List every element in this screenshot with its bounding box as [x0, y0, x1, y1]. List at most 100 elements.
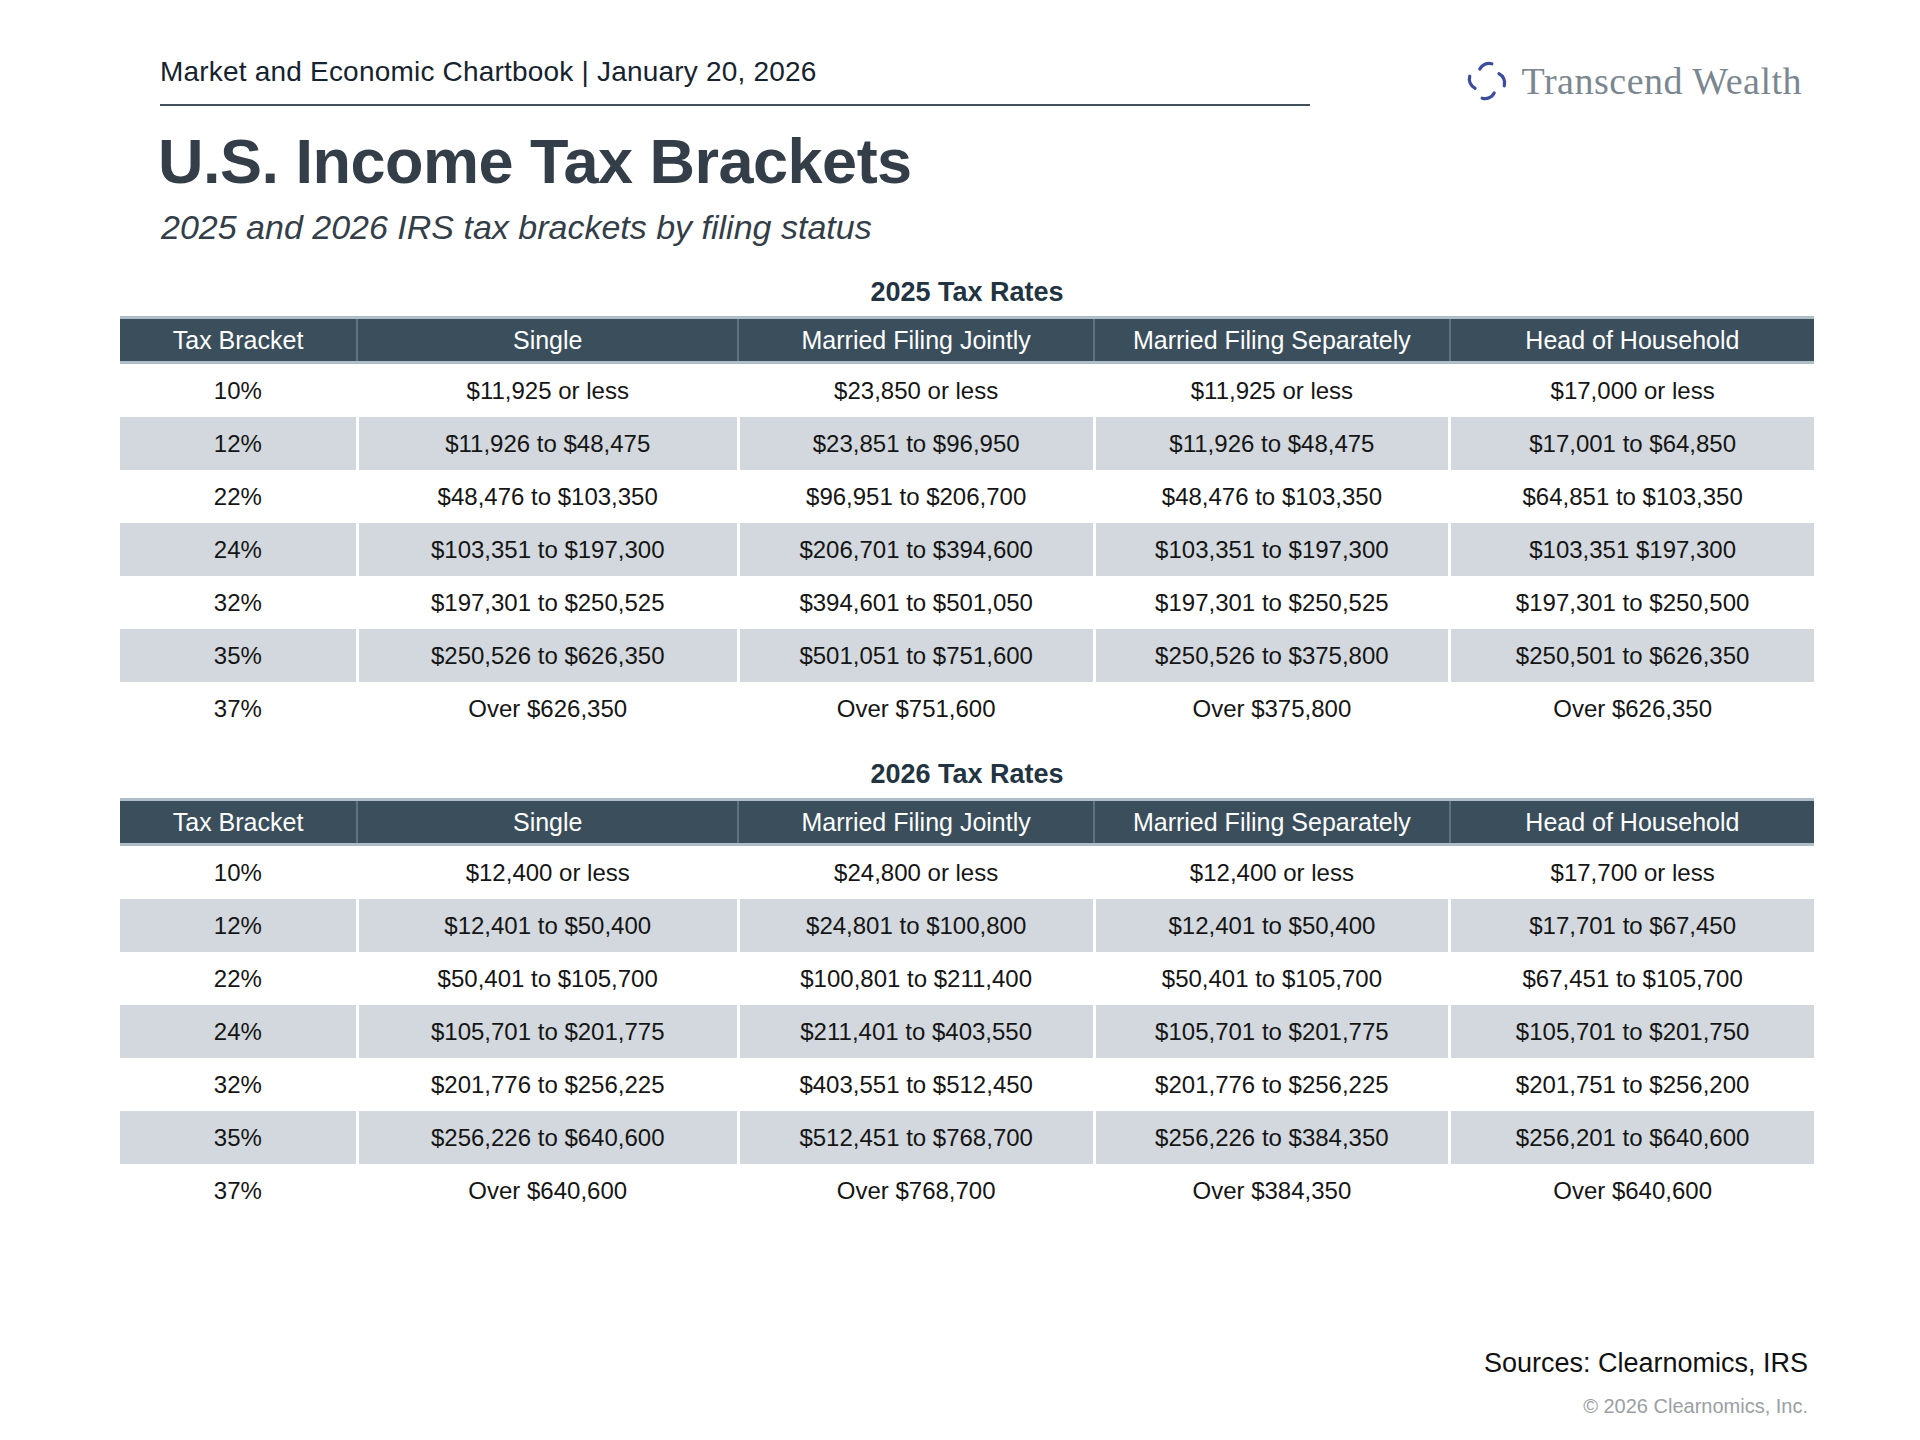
income-range-cell: $103,351 to $197,300 — [357, 523, 738, 576]
income-range-cell: $24,800 or less — [738, 845, 1094, 900]
tax-bracket-cell: 35% — [120, 629, 357, 682]
income-range-cell: $256,201 to $640,600 — [1450, 1111, 1814, 1164]
column-header: Head of Household — [1450, 800, 1814, 845]
column-header: Single — [357, 318, 738, 363]
income-range-cell: Over $375,800 — [1094, 682, 1450, 735]
income-range-cell: $197,301 to $250,500 — [1450, 576, 1814, 629]
income-range-cell: $256,226 to $384,350 — [1094, 1111, 1450, 1164]
income-range-cell: Over $640,600 — [357, 1164, 738, 1217]
table-row: 35%$250,526 to $626,350$501,051 to $751,… — [120, 629, 1814, 682]
column-header: Married Filing Separately — [1094, 800, 1450, 845]
table-row: 35%$256,226 to $640,600$512,451 to $768,… — [120, 1111, 1814, 1164]
tax-bracket-cell: 10% — [120, 845, 357, 900]
tax-bracket-cell: 24% — [120, 1005, 357, 1058]
tax-bracket-cell: 32% — [120, 1058, 357, 1111]
tax-bracket-cell: 22% — [120, 470, 357, 523]
income-range-cell: $11,925 or less — [1094, 363, 1450, 418]
income-range-cell: $17,701 to $67,450 — [1450, 899, 1814, 952]
income-range-cell: Over $768,700 — [738, 1164, 1094, 1217]
income-range-cell: $100,801 to $211,400 — [738, 952, 1094, 1005]
column-header: Married Filing Separately — [1094, 318, 1450, 363]
header-row: Tax BracketSingleMarried Filing JointlyM… — [120, 318, 1814, 363]
table-row: 24% $105,701 to $201,775$211,401 to $403,… — [120, 1005, 1814, 1058]
income-range-cell: $201,776 to $256,225 — [1094, 1058, 1450, 1111]
page-subtitle: 2025 and 2026 IRS tax brackets by filing… — [161, 208, 1920, 247]
tax-rate-table: Tax BracketSingleMarried Filing JointlyM… — [120, 316, 1814, 735]
income-range-cell: $201,751 to $256,200 — [1450, 1058, 1814, 1111]
tax-table-2025-tax-rates: 2025 Tax RatesTax BracketSingleMarried F… — [120, 277, 1814, 735]
income-range-cell: $211,401 to $403,550 — [738, 1005, 1094, 1058]
income-range-cell: $105,701 to $201,750 — [1450, 1005, 1814, 1058]
income-range-cell: $250,526 to $626,350 — [357, 629, 738, 682]
income-range-cell: $403,551 to $512,450 — [738, 1058, 1094, 1111]
top-header: Market and Economic Chartbook | January … — [0, 0, 1920, 106]
tax-bracket-cell: 37% — [120, 1164, 357, 1217]
income-range-cell: $256,226 to $640,600 — [357, 1111, 738, 1164]
income-range-cell: $394,601 to $501,050 — [738, 576, 1094, 629]
income-range-cell: $12,400 or less — [357, 845, 738, 900]
income-range-cell: $64,851 to $103,350 — [1450, 470, 1814, 523]
tax-tables: 2025 Tax RatesTax BracketSingleMarried F… — [120, 277, 1814, 1217]
income-range-cell: $206,701 to $394,600 — [738, 523, 1094, 576]
income-range-cell: $24,801 to $100,800 — [738, 899, 1094, 952]
table-row: 12%$11,926 to $48,475$23,851 to $96,950$… — [120, 417, 1814, 470]
income-range-cell: $12,401 to $50,400 — [357, 899, 738, 952]
table-row: 10%$12,400 or less$24,800 or less$12,400… — [120, 845, 1814, 900]
income-range-cell: $12,400 or less — [1094, 845, 1450, 900]
income-range-cell: $17,700 or less — [1450, 845, 1814, 900]
income-range-cell: $512,451 to $768,700 — [738, 1111, 1094, 1164]
copyright-line: © 2026 Clearnomics, Inc. — [1484, 1395, 1808, 1418]
income-range-cell: $48,476 to $103,350 — [357, 470, 738, 523]
column-header: Single — [357, 800, 738, 845]
chartbook-title: Market and Economic Chartbook | January … — [160, 56, 1310, 106]
income-range-cell: Over $626,350 — [1450, 682, 1814, 735]
income-range-cell: $11,925 or less — [357, 363, 738, 418]
income-range-cell: $11,926 to $48,475 — [1094, 417, 1450, 470]
table-row: 37%Over $640,600Over $768,700Over $384,3… — [120, 1164, 1814, 1217]
table-row: 24%$103,351 to $197,300$206,701 to $394,… — [120, 523, 1814, 576]
income-range-cell: $501,051 to $751,600 — [738, 629, 1094, 682]
income-range-cell: $201,776 to $256,225 — [357, 1058, 738, 1111]
income-range-cell: $23,850 or less — [738, 363, 1094, 418]
column-header: Married Filing Jointly — [738, 800, 1094, 845]
tax-table-2026-tax-rates: 2026 Tax RatesTax BracketSingleMarried F… — [120, 759, 1814, 1217]
income-range-cell: Over $751,600 — [738, 682, 1094, 735]
sources-line: Sources: Clearnomics, IRS — [1484, 1348, 1808, 1379]
income-range-cell: Over $626,350 — [357, 682, 738, 735]
column-header: Married Filing Jointly — [738, 318, 1094, 363]
column-header: Tax Bracket — [120, 800, 357, 845]
income-range-cell: $50,401 to $105,700 — [357, 952, 738, 1005]
income-range-cell: $197,301 to $250,525 — [357, 576, 738, 629]
table-row: 32%$201,776 to $256,225$403,551 to $512,… — [120, 1058, 1814, 1111]
footer: Sources: Clearnomics, IRS © 2026 Clearno… — [1484, 1348, 1808, 1418]
brand-logo: Transcend Wealth — [1464, 58, 1802, 104]
table-title: 2025 Tax Rates — [120, 277, 1814, 308]
income-range-cell: $17,000 or less — [1450, 363, 1814, 418]
income-range-cell: $17,001 to $64,850 — [1450, 417, 1814, 470]
tax-bracket-cell: 37% — [120, 682, 357, 735]
income-range-cell: $48,476 to $103,350 — [1094, 470, 1450, 523]
income-range-cell: $103,351 to $197,300 — [1094, 523, 1450, 576]
tax-rate-table: Tax BracketSingleMarried Filing JointlyM… — [120, 798, 1814, 1217]
income-range-cell: $250,526 to $375,800 — [1094, 629, 1450, 682]
income-range-cell: $12,401 to $50,400 — [1094, 899, 1450, 952]
column-header: Tax Bracket — [120, 318, 357, 363]
tax-bracket-cell: 35% — [120, 1111, 357, 1164]
tax-bracket-cell: 32% — [120, 576, 357, 629]
income-range-cell: $67,451 to $105,700 — [1450, 952, 1814, 1005]
table-title: 2026 Tax Rates — [120, 759, 1814, 790]
income-range-cell: $105,701 to $201,775 — [1094, 1005, 1450, 1058]
income-range-cell: Over $384,350 — [1094, 1164, 1450, 1217]
income-range-cell: $250,501 to $626,350 — [1450, 629, 1814, 682]
brand-name: Transcend Wealth — [1522, 59, 1802, 103]
table-row: 12%$12,401 to $50,400$24,801 to $100,800… — [120, 899, 1814, 952]
table-row: 22%$48,476 to $103,350$96,951 to $206,70… — [120, 470, 1814, 523]
table-row: 32%$197,301 to $250,525$394,601 to $501,… — [120, 576, 1814, 629]
tax-bracket-cell: 10% — [120, 363, 357, 418]
tax-bracket-cell: 12% — [120, 899, 357, 952]
income-range-cell: $23,851 to $96,950 — [738, 417, 1094, 470]
table-row: 10%$11,925 or less$23,850 or less$11,925… — [120, 363, 1814, 418]
page-title: U.S. Income Tax Brackets — [158, 128, 1920, 194]
income-range-cell: $50,401 to $105,700 — [1094, 952, 1450, 1005]
column-header: Head of Household — [1450, 318, 1814, 363]
